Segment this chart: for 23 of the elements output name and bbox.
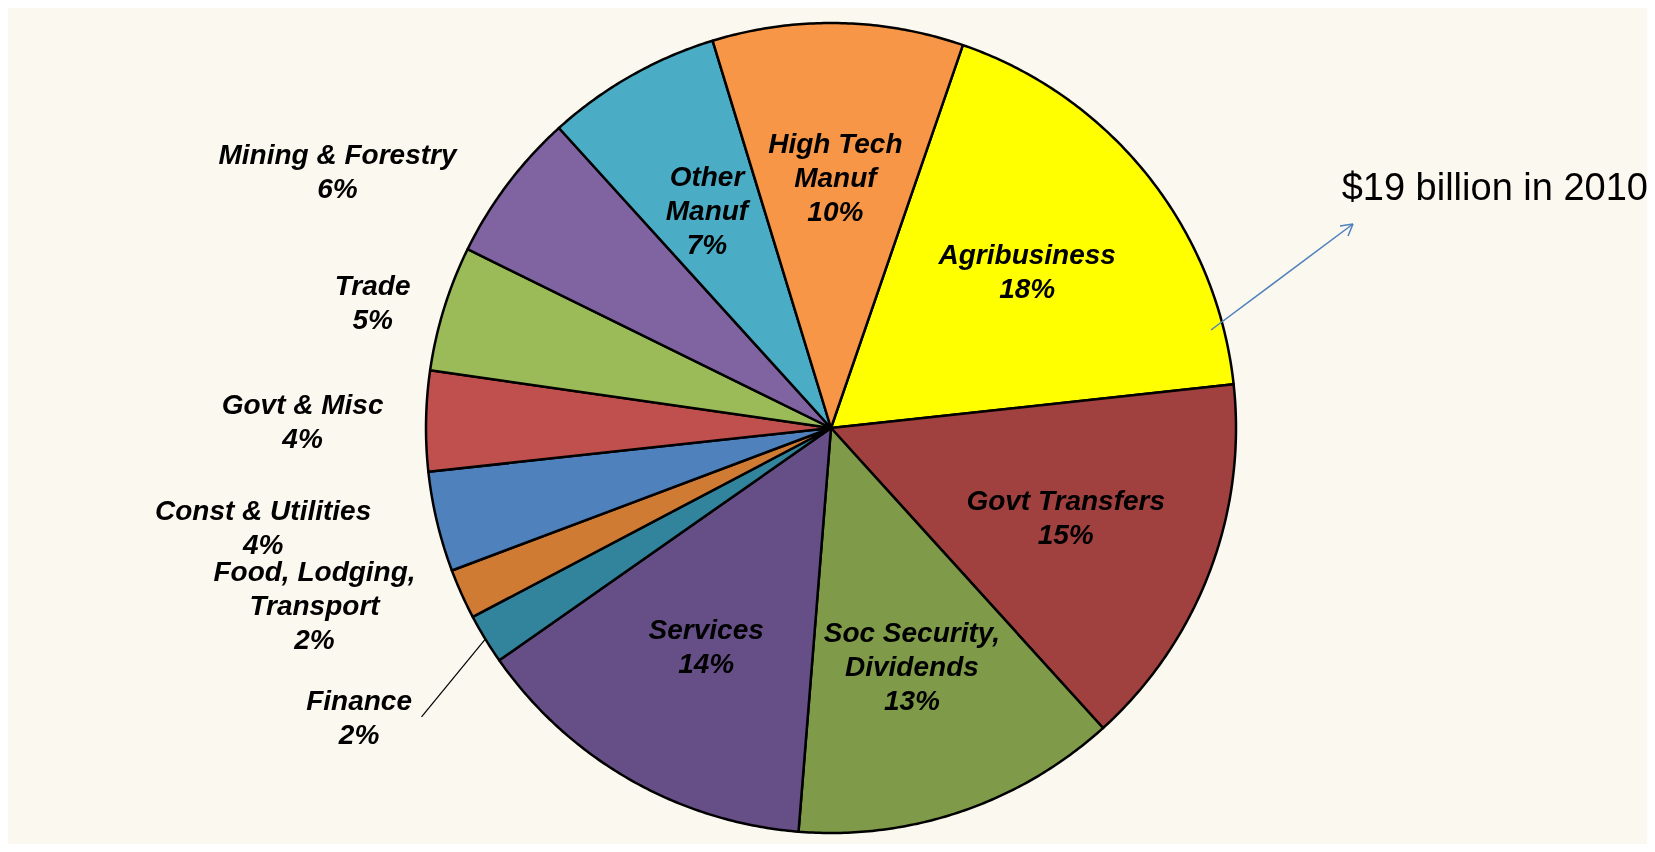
slice-label: Const & Utilities (155, 494, 372, 526)
data-label: 2% (337, 718, 380, 750)
slice-label: High Tech Manuf (768, 127, 903, 193)
slice-label: Trade (334, 269, 411, 301)
slice-label: Agribusiness (937, 239, 1116, 271)
slice-label: Services (648, 613, 764, 645)
data-label: 10% (807, 195, 864, 227)
data-label: 7% (686, 228, 728, 260)
data-label: 6% (317, 173, 358, 205)
data-label: 15% (1037, 519, 1094, 551)
slice-label: Govt Transfers (966, 485, 1166, 517)
slice-label: Soc Security, Dividends (823, 616, 1001, 682)
slice-label: Mining & Forestry (218, 139, 458, 171)
data-label: 18% (999, 273, 1056, 305)
data-label: 13% (883, 684, 941, 716)
text: $19 billion in 2010 (1341, 166, 1648, 208)
slice-label: Other Manuf (665, 160, 751, 226)
slice-label: Govt & Misc (221, 388, 384, 420)
data-label: 14% (678, 647, 735, 679)
data-label: 4% (281, 422, 323, 454)
data-label: 2% (293, 623, 335, 655)
data-label: 5% (352, 303, 393, 335)
slice-label: Finance (306, 684, 412, 716)
